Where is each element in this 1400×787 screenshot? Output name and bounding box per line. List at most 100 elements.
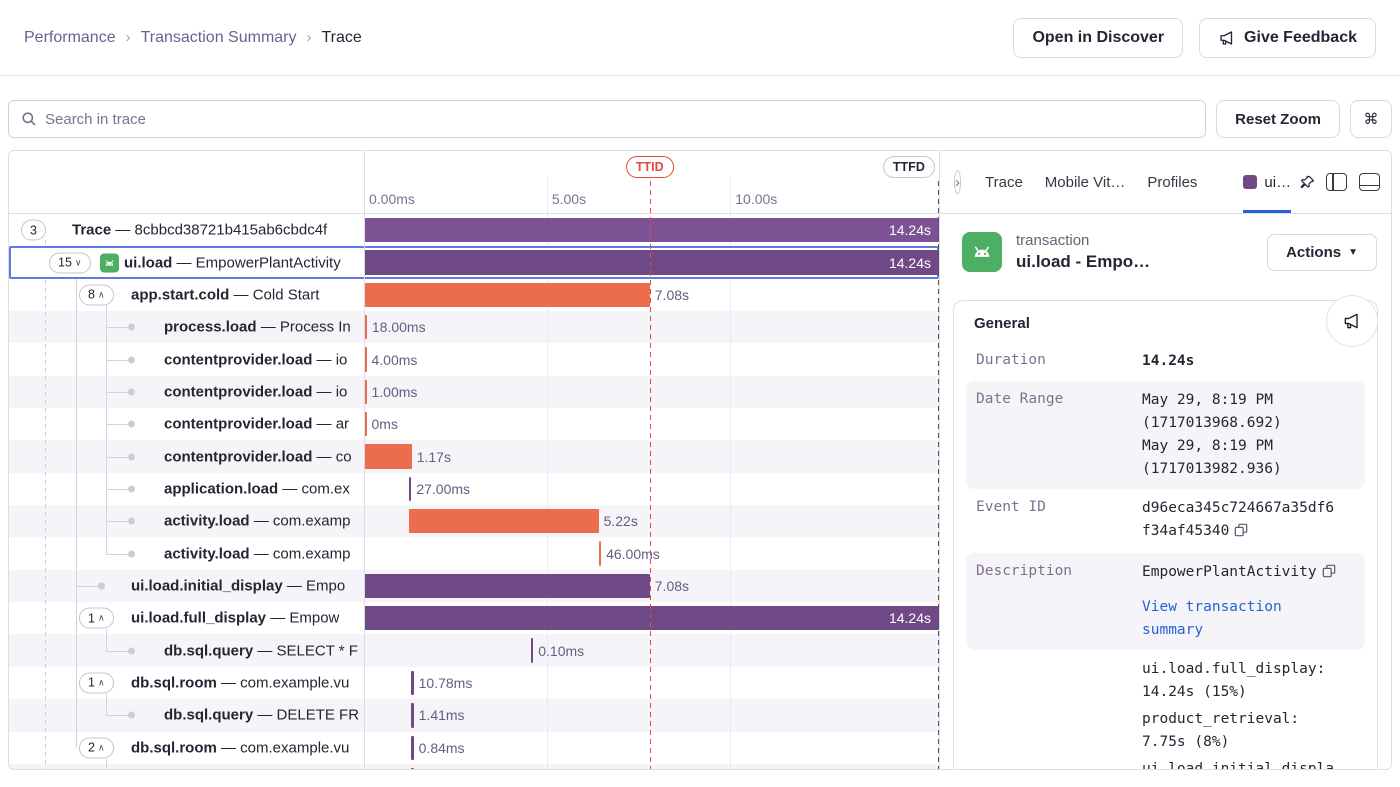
- dock-bottom-icon[interactable]: [1359, 173, 1380, 191]
- give-feedback-label: Give Feedback: [1244, 29, 1357, 47]
- trace-row[interactable]: process.load — Process In18.00ms: [9, 311, 939, 343]
- trace-row[interactable]: 2 ∧db.sql.room — com.example.vu0.84ms: [9, 732, 939, 764]
- active-tab-label: ui…: [1264, 174, 1291, 191]
- expand-pill[interactable]: 2 ∧: [79, 737, 114, 758]
- trace-row[interactable]: contentprovider.load — co1.17s: [9, 440, 939, 472]
- feedback-fab-button[interactable]: [1326, 295, 1378, 347]
- reset-zoom-button[interactable]: Reset Zoom: [1216, 100, 1340, 138]
- span-duration-label: 4.00ms: [372, 352, 418, 368]
- span-bar-cell: 14.24s: [364, 214, 939, 246]
- chevron-up-icon: ∧: [98, 677, 105, 688]
- copy-icon[interactable]: [1322, 563, 1336, 586]
- waterfall-area: 0.00ms5.00s10.00sTTIDTTFD 3Trace — 8cbbc…: [9, 151, 939, 769]
- tree-node-dot: [128, 518, 135, 525]
- trace-row[interactable]: 3Trace — 8cbbcd38721b415ab6cbdc4f14.24s: [9, 214, 939, 246]
- span-tree-cell: 2 ∧db.sql.room — com.example.vu: [9, 732, 364, 764]
- trace-toolbar: Reset Zoom ⌘: [8, 100, 1392, 140]
- span-bar[interactable]: [364, 444, 412, 468]
- expand-pill[interactable]: 1 ∧: [79, 672, 114, 693]
- span-bar-cell: 0.72ms: [364, 764, 939, 769]
- tab-trace[interactable]: Trace: [985, 174, 1023, 191]
- span-bar-cell: 14.24s: [364, 602, 939, 634]
- trace-row[interactable]: 1 ∧db.sql.room — com.example.vu10.78ms: [9, 667, 939, 699]
- search-box[interactable]: [8, 100, 1206, 138]
- tree-resize-handle[interactable]: [364, 151, 365, 769]
- dock-left-icon[interactable]: [1326, 173, 1347, 191]
- trace-row[interactable]: contentprovider.load — io1.00ms: [9, 376, 939, 408]
- trace-row[interactable]: db.sql.query — INSERT OR0.72ms: [9, 764, 939, 769]
- span-tree-cell: 1 ∧ui.load.full_display — Empow: [9, 602, 364, 634]
- span-bar[interactable]: [411, 736, 414, 760]
- trace-row[interactable]: ui.load.initial_display — Empo7.08s: [9, 570, 939, 602]
- span-bar-cell: 46.00ms: [364, 537, 939, 569]
- span-bar[interactable]: [411, 671, 414, 695]
- span-bar[interactable]: [411, 768, 414, 769]
- tree-node-dot: [98, 582, 105, 589]
- trace-row[interactable]: application.load — com.ex27.00ms: [9, 473, 939, 505]
- span-tree-cell: ui.load.initial_display — Empo: [9, 570, 364, 602]
- expand-pill[interactable]: 1 ∧: [79, 608, 114, 629]
- span-label: contentprovider.load — io: [164, 351, 347, 368]
- span-tree-cell: 1 ∧db.sql.room — com.example.vu: [9, 667, 364, 699]
- span-bar-cell: 1.41ms: [364, 699, 939, 731]
- trace-row[interactable]: db.sql.query — DELETE FR 1.41ms: [9, 699, 939, 731]
- open-in-discover-button[interactable]: Open in Discover: [1013, 18, 1183, 58]
- actions-button[interactable]: Actions ▼: [1267, 234, 1377, 271]
- span-bar[interactable]: [364, 283, 650, 307]
- span-bar-cell: 1.00ms: [364, 376, 939, 408]
- span-bar[interactable]: [364, 574, 650, 598]
- span-bar[interactable]: [364, 250, 939, 274]
- shortcut-button[interactable]: ⌘: [1350, 100, 1392, 138]
- trace-row[interactable]: activity.load — com.examp5.22s: [9, 505, 939, 537]
- pin-tab-icon[interactable]: [1299, 174, 1316, 191]
- header-actions: Open in Discover Give Feedback: [1013, 18, 1376, 58]
- span-bar-cell: 10.78ms: [364, 667, 939, 699]
- detail-row: Date RangeMay 29, 8:19 PM(1717013968.692…: [966, 381, 1365, 489]
- view-transaction-summary-link[interactable]: View transaction summary: [1142, 596, 1348, 642]
- span-label: db.sql.query — DELETE FR: [164, 707, 359, 724]
- give-feedback-button[interactable]: Give Feedback: [1199, 18, 1376, 58]
- megaphone-icon: [1342, 311, 1362, 331]
- tree-trunk-line: [106, 694, 107, 716]
- detail-value-line: ui.load.full_display:: [1142, 658, 1348, 681]
- breadcrumb-item-performance[interactable]: Performance: [24, 29, 116, 47]
- trace-row[interactable]: contentprovider.load — ar0ms: [9, 408, 939, 440]
- tab-profiles[interactable]: Profiles: [1147, 174, 1197, 191]
- span-duration-label: 0.10ms: [538, 643, 584, 659]
- span-bar-cell: 0.10ms: [364, 634, 939, 666]
- megaphone-icon: [1218, 29, 1236, 47]
- span-bar[interactable]: [599, 541, 602, 565]
- span-bar[interactable]: [531, 638, 534, 662]
- trace-row[interactable]: activity.load — com.examp46.00ms: [9, 537, 939, 569]
- expand-pill[interactable]: 3: [21, 220, 46, 241]
- tab-mobilevit[interactable]: Mobile Vit…: [1045, 174, 1126, 191]
- trace-row[interactable]: 8 ∧app.start.cold — Cold Start7.08s: [9, 279, 939, 311]
- span-bar[interactable]: [364, 218, 939, 242]
- span-tree-cell: 3Trace — 8cbbcd38721b415ab6cbdc4f: [9, 214, 364, 246]
- tab-ui-load-active[interactable]: ui…: [1243, 151, 1291, 213]
- trace-row[interactable]: 1 ∧ui.load.full_display — Empow14.24s: [9, 602, 939, 634]
- detail-row: DescriptionEmpowerPlantActivityView tran…: [966, 553, 1365, 650]
- trace-row[interactable]: db.sql.query — SELECT * F0.10ms: [9, 634, 939, 666]
- trace-row[interactable]: contentprovider.load — io 4.00ms: [9, 343, 939, 375]
- tree-trunk-line: [106, 759, 107, 769]
- span-bar-cell: 5.22s: [364, 505, 939, 537]
- span-tree-cell: 8 ∧app.start.cold — Cold Start: [9, 279, 364, 311]
- span-bar[interactable]: [411, 703, 414, 727]
- expand-pill[interactable]: 8 ∧: [79, 284, 114, 305]
- breadcrumb-item-transaction-summary[interactable]: Transaction Summary: [141, 29, 297, 47]
- span-bar-cell: 27.00ms: [364, 473, 939, 505]
- copy-icon[interactable]: [1234, 522, 1248, 545]
- tree-connector: [106, 651, 128, 652]
- detail-value-line: ui.load.initial_displa: [1142, 758, 1348, 770]
- span-bar[interactable]: [409, 509, 599, 533]
- trace-row[interactable]: 15 ∨ui.load — EmpowerPlantActivity14.24s: [9, 246, 939, 278]
- search-icon: [21, 111, 37, 127]
- span-bar[interactable]: [409, 477, 412, 501]
- search-input[interactable]: [45, 111, 1193, 128]
- tree-node-dot: [128, 421, 135, 428]
- collapse-drawer-icon[interactable]: ›: [954, 170, 961, 194]
- expand-pill[interactable]: 15 ∨: [49, 252, 91, 273]
- span-bar[interactable]: [364, 606, 939, 630]
- tree-connector: [106, 457, 128, 458]
